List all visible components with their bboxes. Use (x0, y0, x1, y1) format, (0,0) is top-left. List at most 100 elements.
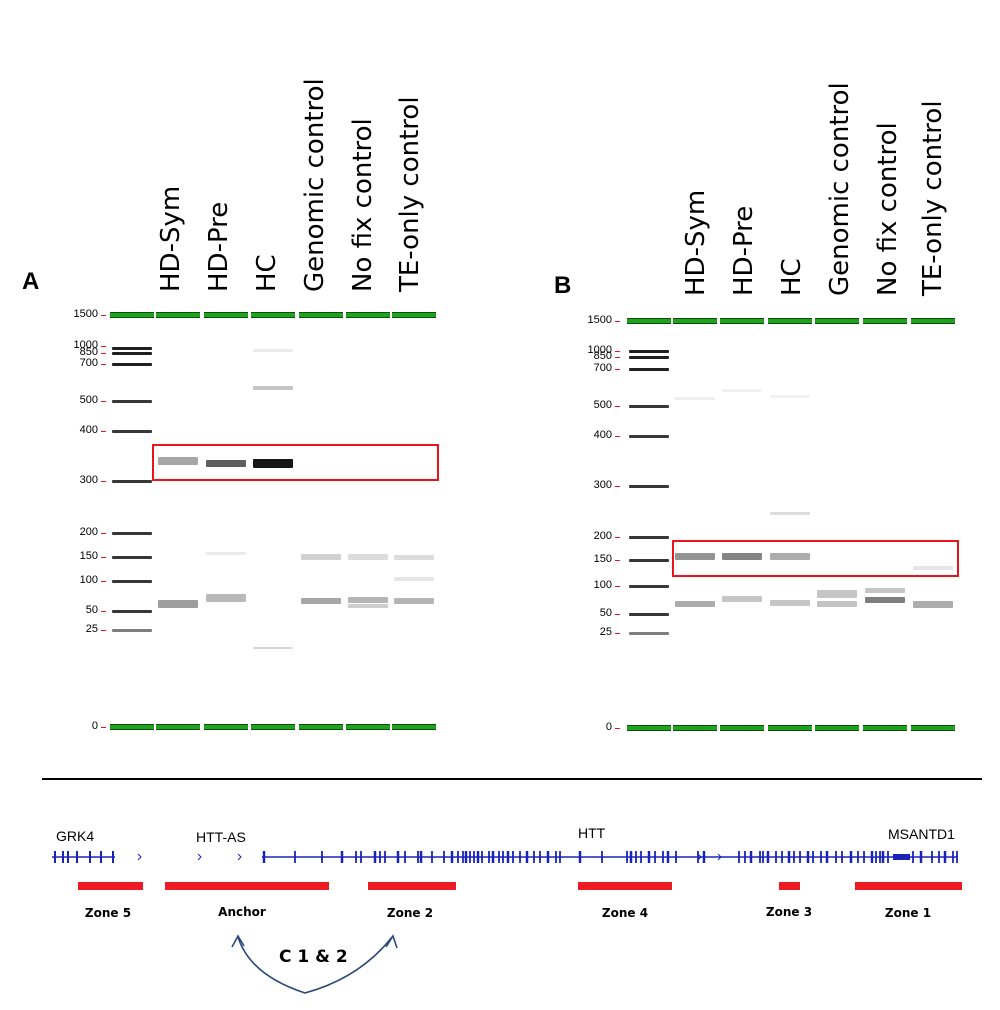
ladder-size-label: 150 (79, 550, 98, 562)
ladder-tick (615, 369, 620, 370)
connection-label: C 1 & 2 (279, 947, 348, 967)
zone-bar-zone-2 (368, 882, 456, 890)
sample-band (253, 386, 293, 390)
ladder-band (629, 584, 669, 588)
marker-band-upper (299, 312, 343, 318)
sample-band (675, 601, 715, 607)
ladder-tick (101, 346, 106, 347)
sample-band (722, 388, 762, 392)
marker-band-lower (720, 725, 764, 731)
marker-band-upper (911, 318, 955, 324)
panel-a-letter: A (22, 268, 40, 295)
gene-label-htt-as: HTT-AS (196, 829, 246, 845)
ladder-tick (615, 728, 620, 729)
zone-bar-zone-5 (78, 882, 143, 890)
strand-chevron (717, 853, 722, 861)
lane-label-genomic-control: Genomic control (300, 78, 330, 292)
ladder-tick (615, 406, 620, 407)
marker-band-lower (815, 725, 859, 731)
panel-b-letter: B (554, 272, 572, 299)
ladder-tick (101, 315, 106, 316)
ladder-band (629, 612, 669, 616)
ladder-size-label: 100 (79, 574, 98, 586)
ladder-tick (101, 727, 106, 728)
ladder-tick (615, 633, 620, 634)
sample-band (301, 554, 341, 560)
sample-band (865, 587, 905, 593)
lane-label-hd-sym: HD-Sym (156, 185, 186, 292)
sample-band (348, 604, 388, 608)
sample-band (348, 554, 388, 560)
ladder-tick (615, 537, 620, 538)
sample-band (206, 594, 246, 602)
sample-band (394, 577, 434, 581)
ladder-tick (615, 357, 620, 358)
ladder-size-label: 700 (79, 357, 98, 369)
marker-band-lower (863, 725, 907, 731)
sample-band (206, 551, 246, 555)
sample-band (770, 600, 810, 606)
strand-chevron (697, 853, 702, 861)
lane-label-hd-pre: HD-Pre (204, 201, 234, 292)
sample-band (817, 590, 857, 598)
marker-band-lower (911, 725, 955, 731)
ladder-band (112, 609, 152, 613)
ladder-band (112, 479, 152, 483)
marker-band-lower (110, 724, 154, 730)
ladder-band (629, 349, 669, 353)
ladder-tick (615, 586, 620, 587)
ladder-size-label: 25 (85, 623, 98, 635)
zone-bar-zone-4 (578, 882, 672, 890)
ladder-band (629, 558, 669, 562)
ladder-tick (101, 364, 106, 365)
sample-band (253, 458, 293, 468)
sample-band (770, 394, 810, 398)
sample-band (158, 457, 198, 465)
ladder-size-label: 850 (79, 346, 98, 358)
lane-label-no-fix-control: No fix control (873, 122, 903, 296)
ladder-tick (101, 611, 106, 612)
sample-band (253, 348, 293, 352)
sample-band (253, 647, 293, 649)
ladder-band (629, 367, 669, 371)
zone-label-zone-4: Zone 4 (601, 906, 649, 920)
marker-band-lower (346, 724, 390, 730)
marker-band-upper (627, 318, 671, 324)
marker-band-lower (768, 725, 812, 731)
ladder-tick (101, 401, 106, 402)
ladder-band (112, 429, 152, 433)
ladder-band (112, 399, 152, 403)
lane-label-hc: HC (252, 254, 282, 292)
panel-b-highlight-box (672, 540, 959, 577)
ladder-band (629, 404, 669, 408)
gene-track (52, 851, 958, 863)
sample-band (722, 552, 762, 560)
zone-label-zone-3: Zone 3 (765, 905, 813, 919)
marker-band-lower (627, 725, 671, 731)
ladder-tick (615, 321, 620, 322)
ladder-tick (615, 560, 620, 561)
ladder-size-label: 200 (79, 526, 98, 538)
marker-band-upper (768, 318, 812, 324)
sample-band (675, 396, 715, 400)
ladder-tick (101, 557, 106, 558)
arc-arrowhead-right (385, 934, 398, 949)
zone-label-zone-5: Zone 5 (84, 906, 132, 920)
ladder-band (629, 535, 669, 539)
marker-band-upper (251, 312, 295, 318)
marker-band-upper (204, 312, 248, 318)
sample-band (722, 596, 762, 602)
ladder-size-label: 1500 (587, 314, 612, 326)
sample-band (206, 459, 246, 467)
gene-label-grk4: GRK4 (56, 828, 95, 844)
marker-band-upper (392, 312, 436, 318)
strand-chevron (237, 853, 242, 861)
marker-band-lower (251, 724, 295, 730)
marker-band-upper (156, 312, 200, 318)
ladder-size-label: 400 (79, 424, 98, 436)
panel-b-gel (625, 311, 958, 739)
marker-band-upper (673, 318, 717, 324)
section-divider (42, 778, 982, 780)
ladder-band (112, 531, 152, 535)
arc-arrowhead-left (231, 934, 245, 948)
